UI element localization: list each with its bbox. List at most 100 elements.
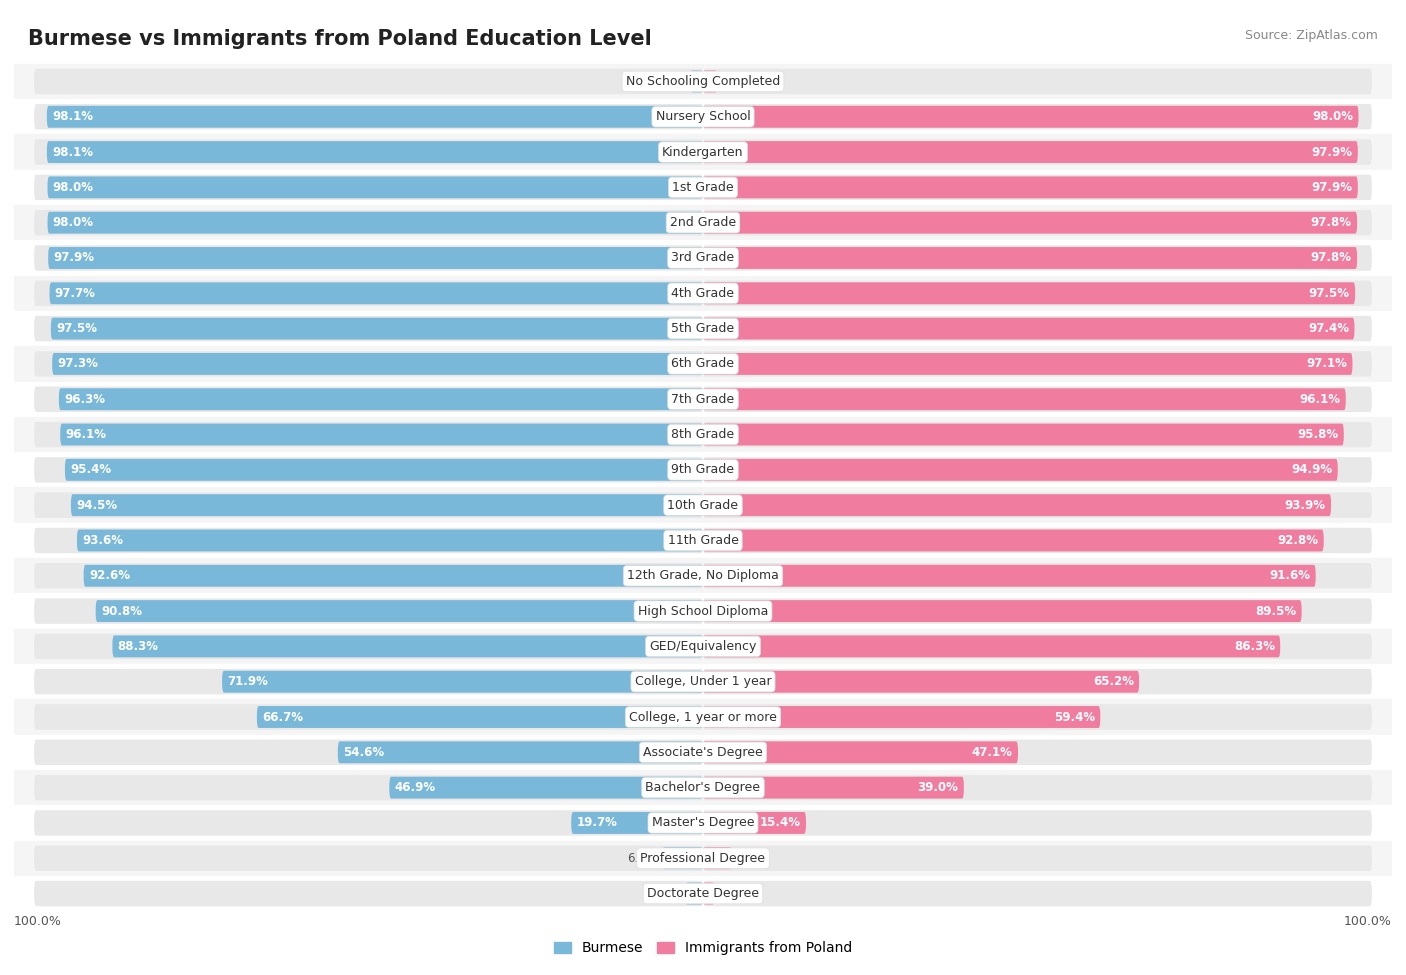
FancyBboxPatch shape: [337, 741, 703, 763]
Text: 46.9%: 46.9%: [395, 781, 436, 794]
Bar: [14, 63, 1392, 99]
Text: 96.3%: 96.3%: [65, 393, 105, 406]
Text: 71.9%: 71.9%: [228, 676, 269, 688]
Bar: [14, 205, 1392, 241]
FancyBboxPatch shape: [662, 847, 703, 869]
FancyBboxPatch shape: [703, 669, 1372, 694]
Text: 97.1%: 97.1%: [1306, 358, 1347, 370]
FancyBboxPatch shape: [703, 104, 1372, 130]
Text: 1.9%: 1.9%: [655, 75, 685, 88]
FancyBboxPatch shape: [703, 388, 1346, 410]
FancyBboxPatch shape: [34, 139, 703, 165]
FancyBboxPatch shape: [703, 69, 1372, 95]
Text: 95.8%: 95.8%: [1298, 428, 1339, 441]
FancyBboxPatch shape: [703, 139, 1372, 165]
FancyBboxPatch shape: [70, 494, 703, 516]
Bar: [14, 876, 1392, 912]
Text: 7th Grade: 7th Grade: [672, 393, 734, 406]
Text: 2nd Grade: 2nd Grade: [669, 216, 737, 229]
FancyBboxPatch shape: [703, 247, 1357, 269]
FancyBboxPatch shape: [703, 106, 1358, 128]
FancyBboxPatch shape: [703, 529, 1323, 552]
Bar: [14, 99, 1392, 135]
Text: 92.6%: 92.6%: [89, 569, 129, 582]
FancyBboxPatch shape: [703, 812, 806, 834]
Text: Professional Degree: Professional Degree: [641, 852, 765, 865]
Text: 91.6%: 91.6%: [1270, 569, 1310, 582]
FancyBboxPatch shape: [34, 880, 703, 906]
FancyBboxPatch shape: [222, 671, 703, 692]
FancyBboxPatch shape: [703, 316, 1372, 341]
Text: 1st Grade: 1st Grade: [672, 181, 734, 194]
Text: 97.9%: 97.9%: [53, 252, 94, 264]
FancyBboxPatch shape: [703, 457, 1372, 483]
Text: 95.4%: 95.4%: [70, 463, 111, 477]
Text: 2.6%: 2.6%: [651, 887, 681, 900]
Text: Source: ZipAtlas.com: Source: ZipAtlas.com: [1244, 29, 1378, 42]
Text: 97.5%: 97.5%: [56, 322, 97, 335]
Text: 8th Grade: 8th Grade: [672, 428, 734, 441]
Text: 5th Grade: 5th Grade: [672, 322, 734, 335]
FancyBboxPatch shape: [703, 212, 1357, 234]
FancyBboxPatch shape: [48, 247, 703, 269]
Text: 9th Grade: 9th Grade: [672, 463, 734, 477]
FancyBboxPatch shape: [703, 671, 1139, 692]
Text: Nursery School: Nursery School: [655, 110, 751, 123]
Text: 98.1%: 98.1%: [52, 145, 93, 159]
FancyBboxPatch shape: [703, 246, 1372, 271]
FancyBboxPatch shape: [703, 141, 1358, 163]
Text: 15.4%: 15.4%: [759, 816, 800, 830]
FancyBboxPatch shape: [703, 527, 1372, 553]
Text: 6th Grade: 6th Grade: [672, 358, 734, 370]
Text: 19.7%: 19.7%: [576, 816, 617, 830]
FancyBboxPatch shape: [571, 812, 703, 834]
Text: 97.8%: 97.8%: [1310, 216, 1351, 229]
Text: 11th Grade: 11th Grade: [668, 534, 738, 547]
Text: Burmese vs Immigrants from Poland Education Level: Burmese vs Immigrants from Poland Educat…: [28, 29, 652, 50]
Text: 10th Grade: 10th Grade: [668, 498, 738, 512]
Bar: [14, 805, 1392, 840]
FancyBboxPatch shape: [34, 386, 703, 412]
Text: 2.1%: 2.1%: [723, 75, 752, 88]
Text: 93.9%: 93.9%: [1285, 498, 1326, 512]
FancyBboxPatch shape: [34, 563, 703, 589]
FancyBboxPatch shape: [77, 529, 703, 552]
FancyBboxPatch shape: [703, 318, 1354, 339]
FancyBboxPatch shape: [34, 775, 703, 800]
FancyBboxPatch shape: [389, 777, 703, 799]
Text: 98.0%: 98.0%: [53, 181, 94, 194]
Bar: [14, 276, 1392, 311]
FancyBboxPatch shape: [703, 882, 714, 905]
FancyBboxPatch shape: [48, 212, 703, 234]
FancyBboxPatch shape: [703, 634, 1372, 659]
Bar: [14, 629, 1392, 664]
Text: 96.1%: 96.1%: [66, 428, 107, 441]
FancyBboxPatch shape: [703, 70, 717, 93]
FancyBboxPatch shape: [703, 706, 1101, 728]
FancyBboxPatch shape: [34, 422, 703, 448]
FancyBboxPatch shape: [34, 69, 703, 95]
FancyBboxPatch shape: [257, 706, 703, 728]
Text: 66.7%: 66.7%: [262, 711, 304, 723]
FancyBboxPatch shape: [49, 283, 703, 304]
FancyBboxPatch shape: [59, 388, 703, 410]
Text: Master's Degree: Master's Degree: [652, 816, 754, 830]
Text: 86.3%: 86.3%: [1234, 640, 1275, 653]
FancyBboxPatch shape: [703, 386, 1372, 412]
Text: 39.0%: 39.0%: [918, 781, 959, 794]
Text: 47.1%: 47.1%: [972, 746, 1012, 759]
FancyBboxPatch shape: [703, 599, 1372, 624]
FancyBboxPatch shape: [34, 704, 703, 729]
FancyBboxPatch shape: [703, 283, 1355, 304]
Bar: [14, 558, 1392, 594]
Text: College, Under 1 year: College, Under 1 year: [634, 676, 772, 688]
Bar: [14, 840, 1392, 876]
Text: GED/Equivalency: GED/Equivalency: [650, 640, 756, 653]
FancyBboxPatch shape: [34, 351, 703, 376]
FancyBboxPatch shape: [703, 777, 965, 799]
Bar: [14, 770, 1392, 805]
FancyBboxPatch shape: [34, 281, 703, 306]
Text: 12th Grade, No Diploma: 12th Grade, No Diploma: [627, 569, 779, 582]
FancyBboxPatch shape: [703, 565, 1316, 587]
FancyBboxPatch shape: [34, 316, 703, 341]
